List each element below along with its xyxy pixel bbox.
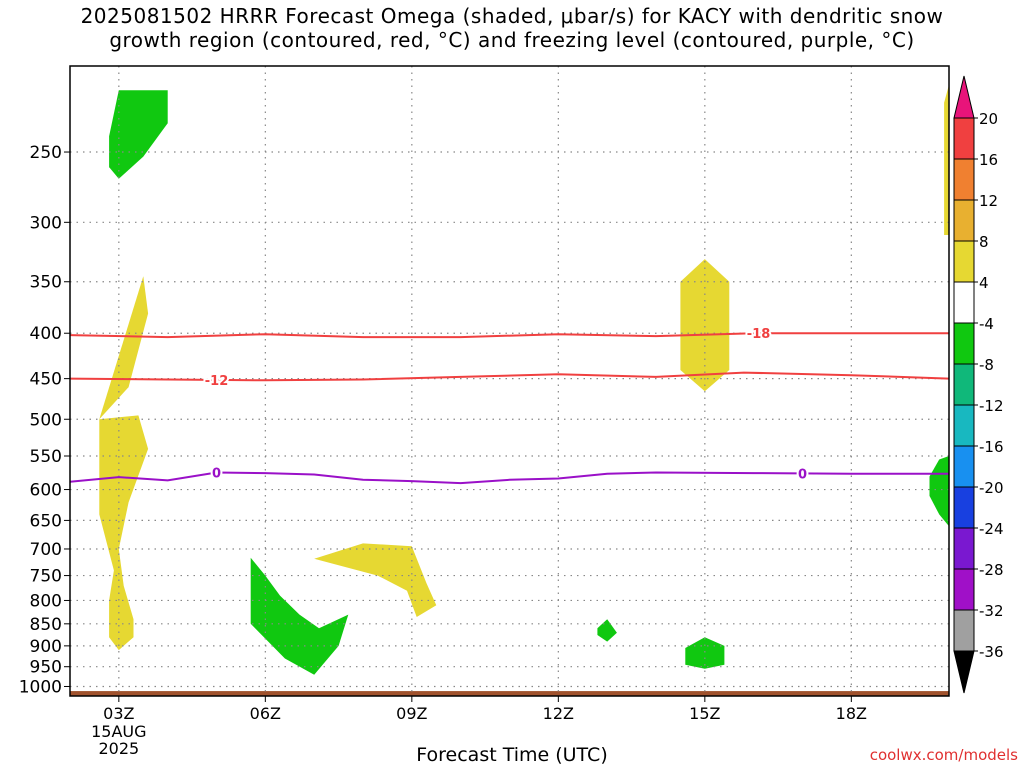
- x-axis-label: Forecast Time (UTC): [416, 744, 608, 766]
- terrain-strip: [70, 691, 949, 696]
- contour-label: -12: [205, 374, 229, 389]
- chart-title: 2025081502 HRRR Forecast Omega (shaded, …: [0, 4, 1024, 52]
- omega-region-green: [109, 90, 168, 179]
- x-date-label: 2025: [98, 739, 139, 758]
- colorbar-label: 20: [979, 110, 998, 128]
- colorbar-segment: [953, 363, 975, 406]
- y-tick-label: 450: [30, 370, 62, 390]
- credit-link[interactable]: coolwx.com/models: [869, 746, 1018, 764]
- shaded-regions: [99, 84, 949, 675]
- contour-line: [70, 371, 949, 382]
- colorbar-label: -4: [979, 315, 994, 333]
- y-tick-label: 600: [30, 481, 62, 501]
- colorbar-label: -32: [979, 602, 1004, 620]
- y-tick-label: 300: [30, 213, 62, 233]
- colorbar-segment: [953, 281, 975, 324]
- title-line-2: growth region (contoured, red, °C) and f…: [109, 28, 915, 52]
- x-tick-label: 12Z: [543, 704, 574, 723]
- contour-line: [70, 332, 949, 339]
- title-line-1: 2025081502 HRRR Forecast Omega (shaded, …: [80, 4, 944, 28]
- colorbar-segment: [953, 609, 975, 652]
- colorbar-segment: [953, 322, 975, 365]
- contour-label: 0: [212, 466, 221, 481]
- y-tick-label: 400: [30, 324, 62, 344]
- y-tick-label: 1000: [19, 677, 62, 697]
- colorbar-bottom-arrow: [953, 650, 975, 694]
- colorbar-label: 16: [979, 151, 998, 169]
- y-tick-label: 350: [30, 273, 62, 293]
- y-tick-label: 900: [30, 637, 62, 657]
- x-date-label: 15AUG: [91, 722, 146, 741]
- x-tick-label: 18Z: [836, 704, 867, 723]
- colorbar-segment: [953, 404, 975, 447]
- x-tick-label: 09Z: [396, 704, 427, 723]
- contours: -18 -12 0 0: [70, 325, 949, 485]
- contour-label: 0: [798, 467, 807, 482]
- y-tick-label: 750: [30, 567, 62, 587]
- omega-region-yellow: [944, 84, 949, 235]
- x-tick-label: 15Z: [689, 704, 720, 723]
- colorbar-segment: [953, 199, 975, 242]
- omega-region-yellow: [99, 415, 149, 651]
- y-tick-label: 650: [30, 511, 62, 531]
- colorbar-label: -8: [979, 356, 994, 374]
- omega-region-yellow: [314, 543, 437, 617]
- gridlines: [70, 66, 949, 696]
- colorbar-label: 4: [979, 274, 989, 292]
- contour-label: -18: [747, 327, 771, 342]
- colorbar-label: -20: [979, 479, 1004, 497]
- omega-region-green: [597, 619, 617, 642]
- colorbar-label: 8: [979, 233, 989, 251]
- colorbar-segment: [953, 117, 975, 160]
- colorbar-segment: [953, 527, 975, 570]
- x-tick-label: 03Z: [103, 704, 134, 723]
- y-tick-label: 550: [30, 447, 62, 467]
- colorbar-segment: [953, 445, 975, 488]
- colorbar-segment: [953, 240, 975, 283]
- colorbar-label: -12: [979, 397, 1004, 415]
- y-tick-label: 250: [30, 143, 62, 163]
- x-tick-label: 06Z: [250, 704, 281, 723]
- colorbar-top-arrow: [953, 75, 975, 119]
- plot-frame: [69, 65, 950, 697]
- colorbar: 20 16 12 8 4 -4 -8 -12 -16 -20 -24 -28 -32 -36: [953, 75, 1004, 694]
- y-tick-label: 700: [30, 540, 62, 560]
- colorbar-segment: [953, 158, 975, 201]
- omega-region-yellow: [680, 259, 730, 392]
- y-tick-label: 500: [30, 410, 62, 430]
- colorbar-segment: [953, 486, 975, 529]
- colorbar-label: -28: [979, 561, 1004, 579]
- omega-region-green: [929, 456, 949, 527]
- colorbar-segment: [953, 568, 975, 611]
- omega-region-yellow: [99, 276, 149, 420]
- y-tick-label: 850: [30, 615, 62, 635]
- omega-region-green: [685, 637, 725, 669]
- colorbar-label: -36: [979, 643, 1004, 661]
- y-tick-label: 800: [30, 591, 62, 611]
- colorbar-label: 12: [979, 192, 998, 210]
- colorbar-label: -24: [979, 520, 1004, 538]
- contour-line: [70, 471, 949, 485]
- y-tick-label: 950: [30, 658, 62, 678]
- colorbar-label: -16: [979, 438, 1004, 456]
